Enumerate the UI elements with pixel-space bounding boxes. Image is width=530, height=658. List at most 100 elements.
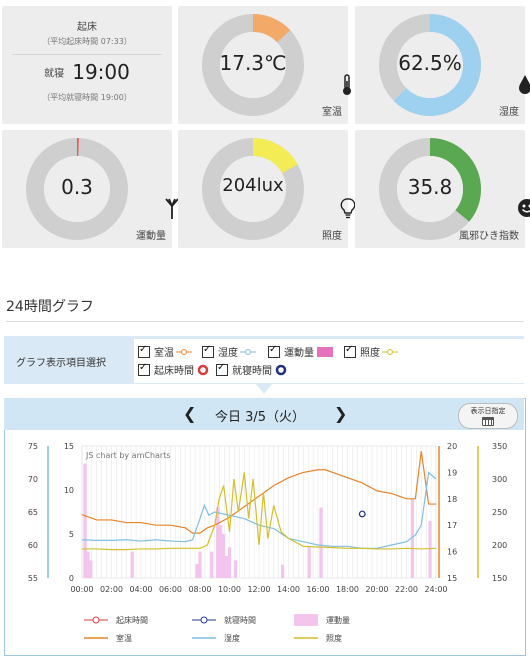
humidity-tick: 60: [28, 541, 38, 550]
illuminance-tick: 300: [492, 475, 507, 484]
chevron-left-icon[interactable]: ❮: [183, 404, 197, 423]
option-label: 運動量: [284, 348, 314, 359]
section-divider: [6, 321, 524, 322]
gauge-tile-cold-index: 35.8 風邪ひき指数: [355, 130, 530, 248]
checkbox-light[interactable]: [344, 344, 356, 358]
gauge-ring: [26, 138, 128, 240]
activity-tick: 10: [64, 486, 74, 495]
x-tick: 00:00: [70, 585, 93, 594]
activity-tick: 0: [69, 574, 74, 583]
gauge-fill: [26, 138, 128, 240]
activity-bar: [233, 560, 237, 578]
activity-tick: 5: [69, 530, 74, 539]
humidity-tick: 75: [28, 442, 38, 451]
gauge-ring: [202, 138, 304, 240]
activity-bar: [219, 525, 223, 578]
gauge-label: 照度: [322, 231, 342, 242]
illuminance-tick: 150: [492, 574, 507, 583]
option-humidity[interactable]: 湿度: [202, 344, 256, 359]
legend-swatch: [92, 616, 100, 624]
gauge-label: 運動量: [136, 231, 166, 242]
activity-bar: [222, 534, 226, 578]
option-light[interactable]: 照度: [344, 344, 398, 359]
temperature-tick: 16: [447, 548, 457, 557]
legend-label: 起床時間: [116, 615, 148, 625]
wake-marker-icon: [197, 364, 209, 375]
activity-legend-icon: [317, 346, 333, 357]
option-bed-time[interactable]: 就寝時間: [216, 362, 287, 377]
temperature-tick: 15: [447, 574, 457, 583]
date-button-label: 表示日指定: [470, 407, 506, 415]
humidity-tick: 70: [28, 475, 38, 484]
legend-swatch: [294, 614, 318, 626]
checkbox-humidity[interactable]: [202, 344, 214, 358]
activity-bar: [428, 520, 432, 578]
temp-legend-icon: [176, 348, 192, 355]
gauge-tile-light: 204lux 照度: [178, 130, 356, 248]
option-label: 室温: [154, 348, 174, 359]
checkbox-wake-time[interactable]: [138, 362, 150, 376]
x-tick: 04:00: [129, 585, 152, 594]
checkbox-temp[interactable]: [138, 344, 150, 358]
divider: [12, 54, 162, 55]
gauge-value: 35.8: [407, 175, 453, 199]
activity-bar: [224, 556, 229, 578]
temperature-tick: 18: [447, 495, 457, 504]
checkbox-bed-time[interactable]: [216, 362, 228, 376]
bed-label: 就寝: [44, 68, 65, 80]
sleep-tile: 起床 （平均起床時間 07:33） 就寝 19:00 （平均就寝時間 19:00…: [2, 6, 172, 124]
chart-date: 今日 3/5（火）: [214, 410, 306, 425]
x-tick: 02:00: [100, 585, 123, 594]
x-tick: 16:00: [306, 585, 329, 594]
chart-canvas: 55 60 65 70 75 0 5 10 15 15 16 17 18 19 20 150 200 250 300…: [28, 442, 507, 643]
gauge-label: 室温: [322, 107, 342, 118]
activity-tick: 15: [64, 442, 74, 451]
gauge-value: 17.3℃: [219, 51, 287, 75]
series-line: [81, 451, 436, 534]
activity-bar: [307, 547, 311, 578]
temperature-tick: 20: [447, 442, 457, 451]
chevron-right-icon[interactable]: ❯: [334, 404, 348, 423]
checkbox-activity[interactable]: [268, 344, 280, 358]
activity-bar: [83, 463, 87, 578]
x-tick: 24:00: [424, 585, 447, 594]
series-line: [82, 472, 437, 551]
option-label: 就寝時間: [232, 366, 272, 377]
bed-row: 就寝 19:00: [2, 60, 172, 84]
date-select-button[interactable]: 表示日指定: [458, 403, 518, 429]
gauge-tile-humidity: 62.5% 湿度: [355, 6, 530, 124]
chart-credit: JS chart by amCharts: [85, 451, 171, 460]
temperature-tick: 19: [447, 468, 457, 477]
temperature-tick: 17: [447, 521, 457, 530]
x-tick: 06:00: [159, 585, 182, 594]
x-tick: 20:00: [365, 585, 388, 594]
x-tick: 18:00: [336, 585, 359, 594]
illuminance-tick: 250: [492, 508, 507, 517]
gauge-ring: [379, 138, 481, 240]
series-line: [81, 471, 437, 549]
humidity-legend-icon: [240, 348, 256, 355]
illuminance-tick: 200: [492, 541, 507, 550]
legend-label: 運動量: [326, 616, 350, 625]
activity-bar: [86, 551, 90, 578]
activity-bar: [216, 507, 220, 578]
gauge-fill: [379, 14, 481, 116]
x-tick: 12:00: [247, 585, 270, 594]
option-temp[interactable]: 室温: [138, 344, 192, 359]
activity-bar: [195, 563, 199, 578]
option-wake-time[interactable]: 起床時間: [138, 362, 209, 377]
x-tick: 10:00: [218, 585, 241, 594]
x-tick: 14:00: [277, 585, 300, 594]
option-activity[interactable]: 運動量: [268, 344, 333, 359]
panel-arrow: [122, 336, 132, 384]
wake-average: （平均起床時間 07:33）: [42, 37, 132, 46]
gauge-fill: [379, 138, 481, 240]
legend-swatch: [200, 616, 208, 624]
light-legend-icon: [382, 348, 398, 355]
bed-marker-icon: [275, 364, 287, 375]
gauge-tile-activity: 0.3 運動量: [2, 130, 179, 248]
activity-bar: [130, 551, 134, 578]
options-box: 室温 湿度 運動量 照度 起床時間 就寝時間: [134, 339, 524, 383]
option-label: 起床時間: [154, 366, 194, 377]
activity-bar: [319, 507, 323, 578]
